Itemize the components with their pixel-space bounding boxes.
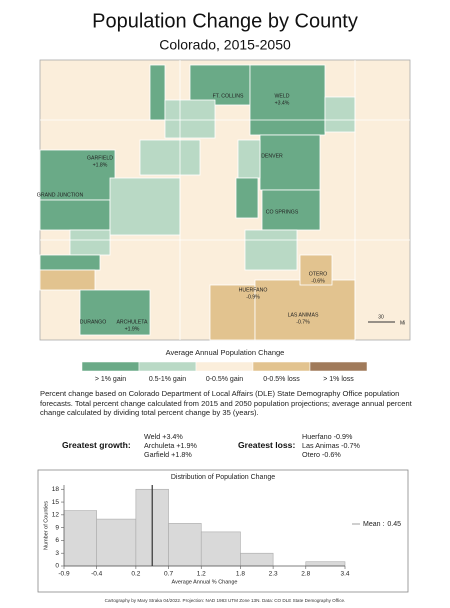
y-tick-label: 18	[52, 486, 60, 493]
legend-label: > 1% gain	[95, 376, 126, 383]
loss-list: Huerfano -0.9% Las Animas -0.7% Otero -0.6…	[302, 432, 360, 459]
legend-swatch	[309, 361, 368, 372]
map-label-change: +3.4%	[275, 100, 290, 106]
x-tick-label: 3.4	[340, 571, 349, 578]
map-label: OTERO	[309, 271, 327, 277]
description: Percent change based on Colorado Departm…	[40, 389, 412, 418]
map-label: WELD	[275, 93, 290, 99]
map-label-change: +1.9%	[125, 326, 140, 332]
legend-label: 0.5-1% gain	[149, 376, 186, 383]
map-label: GARFIELD	[87, 155, 113, 161]
y-axis-label: Number of Counties	[43, 501, 49, 550]
growth-item: Archuleta +1.9%	[144, 441, 197, 450]
y-tick-label: 6	[55, 537, 59, 544]
mean-label: Mean :	[363, 521, 384, 528]
growth-item: Garfield +1.8%	[144, 450, 192, 459]
loss-label: Greatest loss:	[238, 440, 296, 450]
map-label: DENVER	[261, 153, 283, 159]
y-tick-label: 15	[52, 499, 60, 506]
scale-unit: Mi	[400, 320, 405, 326]
legend-label: > 1% loss	[323, 376, 354, 383]
title: Population Change by County	[92, 10, 358, 32]
bar	[63, 510, 97, 567]
map-label-change: -0.7%	[296, 319, 310, 325]
mean-value: 0.45	[387, 521, 401, 528]
map-label-change: +1.8%	[93, 162, 108, 168]
scale-distance: 30	[378, 314, 384, 320]
legend-swatch	[81, 361, 140, 372]
y-tick-label: 9	[55, 524, 59, 531]
mean-legend: Mean :0.45	[363, 521, 401, 528]
x-tick-label: 0.7	[164, 571, 173, 578]
histogram: Distribution of Population Change 0 3 6 9 12 1…	[37, 469, 409, 593]
x-tick-label: 0.2	[131, 571, 140, 578]
map-label: FT. COLLINS	[213, 93, 244, 99]
map-label-change: -0.9%	[246, 294, 260, 300]
map-label: DURANGO	[80, 319, 107, 325]
x-tick-label: 2.8	[301, 571, 310, 578]
legend-label: 0-0.5% loss	[263, 376, 300, 383]
subtitle: Colorado, 2015-2050	[159, 37, 291, 53]
legend-swatch	[252, 361, 311, 372]
y-tick-label: 0	[55, 563, 59, 570]
growth-list: Weld +3.4% Archuleta +1.9% Garfield +1.8%	[144, 432, 197, 459]
map-label: CO SPRINGS	[266, 209, 299, 215]
y-tick-label: 12	[52, 512, 60, 519]
legend-title: Average Annual Population Change	[166, 348, 285, 357]
loss-item: Otero -0.6%	[302, 450, 341, 459]
loss-item: Las Animas -0.7%	[302, 441, 360, 450]
map-label: ARCHULETA	[116, 319, 148, 325]
x-tick-label: -0.9	[58, 571, 70, 578]
map-label-change: -0.6%	[311, 278, 325, 284]
chart-title: Distribution of Population Change	[171, 474, 275, 481]
x-axis-label: Average Annual % Change	[172, 579, 238, 585]
x-tick-label: -0.4	[91, 571, 103, 578]
x-tick-label: 1.2	[197, 571, 206, 578]
x-tick-label: 2.3	[269, 571, 278, 578]
y-tick-label: 3	[55, 550, 59, 557]
bar	[305, 561, 346, 567]
growth-label: Greatest growth:	[62, 440, 131, 450]
loss-item: Huerfano -0.9%	[302, 432, 353, 441]
legend: Average Annual Population Change > 1% ga…	[81, 348, 368, 383]
bar	[96, 518, 137, 567]
map: FT. COLLINS WELD+3.4% DENVER GARFIELD+1.8% G…	[37, 59, 411, 341]
legend-swatch	[138, 361, 197, 372]
bar	[168, 523, 202, 567]
map-label: LAS ANIMAS	[288, 312, 319, 318]
bar	[200, 531, 241, 567]
growth-item: Weld +3.4%	[144, 432, 183, 441]
map-label: GRAND JUNCTION	[37, 192, 84, 198]
x-tick-label: 1.8	[236, 571, 245, 578]
bar	[240, 552, 274, 567]
legend-label: 0-0.5% gain	[206, 376, 243, 383]
map-label: HUERFANO	[239, 287, 268, 293]
footer: Cartography by Mary Straka 04/2022. Proj…	[105, 598, 346, 603]
legend-swatch	[195, 361, 254, 372]
